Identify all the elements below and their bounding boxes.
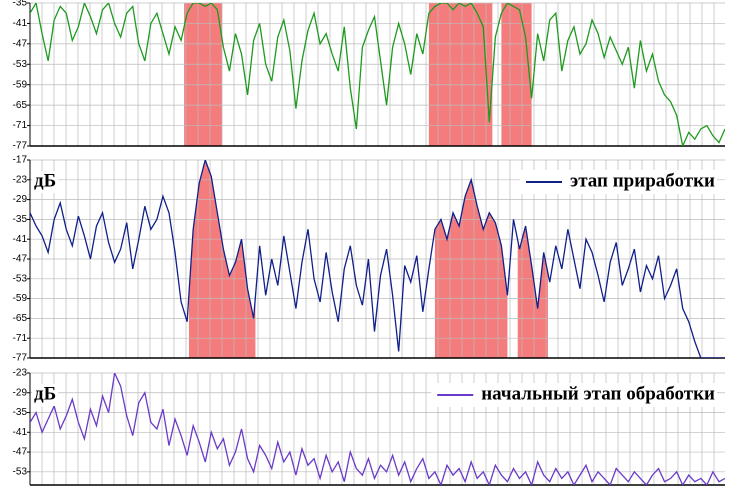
y-tick-label: -35 xyxy=(13,214,28,225)
legend-label: этап приработки xyxy=(570,170,715,191)
y-tick-label: -41 xyxy=(13,18,28,29)
y-tick-label: -47 xyxy=(13,447,28,458)
y-tick-label: -35 xyxy=(13,407,28,418)
y-tick-label: -29 xyxy=(13,194,28,205)
panel: -35 -41 -47 -53 -59 -65 -71 -77 xyxy=(13,0,725,152)
panel: -23 -29 -35 -41 -47 -53 начальный этап обработ… xyxy=(13,368,725,486)
y-tick-label: -53 xyxy=(13,466,28,477)
y-tick-label: -71 xyxy=(13,333,28,344)
label-bg xyxy=(32,171,59,193)
y-tick-label: -77 xyxy=(13,353,28,364)
legend-label: начальный этап обработки xyxy=(481,383,715,404)
y-tick-label: -65 xyxy=(13,313,28,324)
y-tick-label: -77 xyxy=(13,141,28,152)
series-line xyxy=(30,160,725,358)
y-tick-label: -35 xyxy=(13,0,28,9)
highlight-band xyxy=(428,3,493,146)
y-tick-label: -41 xyxy=(13,234,28,245)
y-tick-label: -59 xyxy=(13,79,28,90)
y-tick-label: -53 xyxy=(13,59,28,70)
y-tick-label: -47 xyxy=(13,254,28,265)
y-tick-label: -47 xyxy=(13,38,28,49)
series-line xyxy=(30,3,725,146)
y-tick-label: -41 xyxy=(13,427,28,438)
y-tick-label: -65 xyxy=(13,100,28,111)
series-line xyxy=(30,373,725,485)
legend-bg xyxy=(431,383,717,407)
highlight-band xyxy=(501,3,532,146)
y-tick-label: -17 xyxy=(13,155,28,166)
highlight-area xyxy=(188,160,548,358)
label-bg xyxy=(32,384,59,406)
highlight-band xyxy=(184,3,223,146)
y-tick-label: -23 xyxy=(13,174,28,185)
y-tick-label: -59 xyxy=(13,293,28,304)
y-tick-label: -71 xyxy=(13,120,28,131)
panel: -17 -23 -29 -35 -41 -47 -53 -59 -65 -71 -77 этап пр… xyxy=(13,155,725,364)
y-tick-label: -23 xyxy=(13,368,28,379)
y-axis-label: дБ xyxy=(34,170,56,191)
y-tick-label: -53 xyxy=(13,273,28,284)
y-axis-label: дБ xyxy=(34,383,56,404)
y-tick-label: -29 xyxy=(13,387,28,398)
